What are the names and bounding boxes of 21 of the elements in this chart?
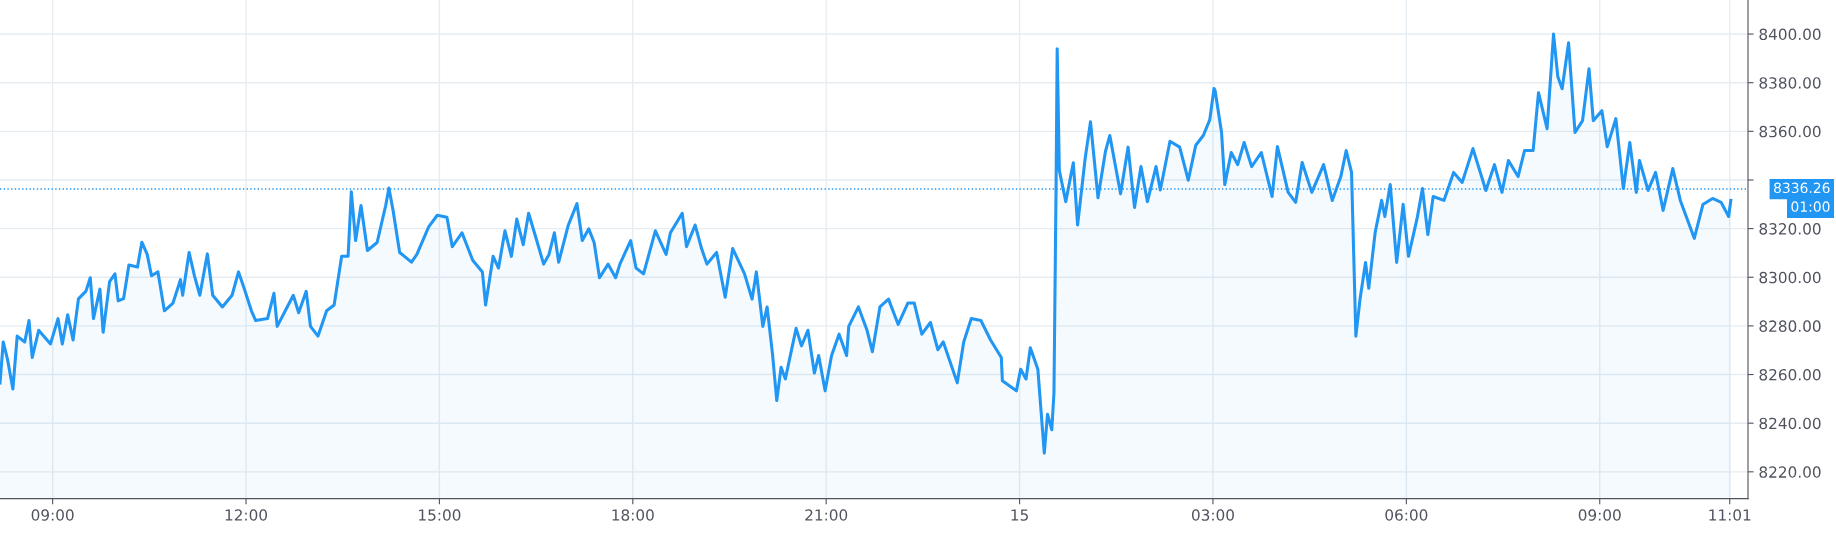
- y-tick-label: 8240.00: [1759, 417, 1821, 430]
- x-tick-label: 15:00: [419, 509, 461, 521]
- y-tick-label: 8220.00: [1759, 466, 1821, 478]
- text: 01:00: [1791, 201, 1830, 212]
- x-tick-label: 15: [1011, 509, 1028, 521]
- y-tick-label: 8400.00: [1759, 28, 1821, 41]
- ref-line-label: 8336.26: [1774, 182, 1830, 194]
- x-tick-label: 18:00: [612, 509, 654, 521]
- x-tick-label: 06:00: [1385, 509, 1428, 521]
- y-tick-label: 8280.00: [1759, 320, 1821, 332]
- y-tick-label: 8320.00: [1759, 223, 1821, 235]
- y-tick-label: 8260.00: [1759, 369, 1821, 381]
- x-tick-label: 12:00: [225, 509, 268, 521]
- y-tick-label: 8380.00: [1759, 77, 1821, 89]
- x-tick-label: 09:00: [1578, 509, 1621, 521]
- y-tick-label: 8360.00: [1759, 125, 1821, 138]
- y-tick-label: 8300.00: [1759, 271, 1821, 284]
- x-tick-label: 21:00: [805, 509, 848, 521]
- x-tick-label: 09:00: [31, 509, 74, 521]
- x-tick-label: 03:00: [1191, 509, 1234, 521]
- x-tick-label: 11:01: [1709, 509, 1751, 521]
